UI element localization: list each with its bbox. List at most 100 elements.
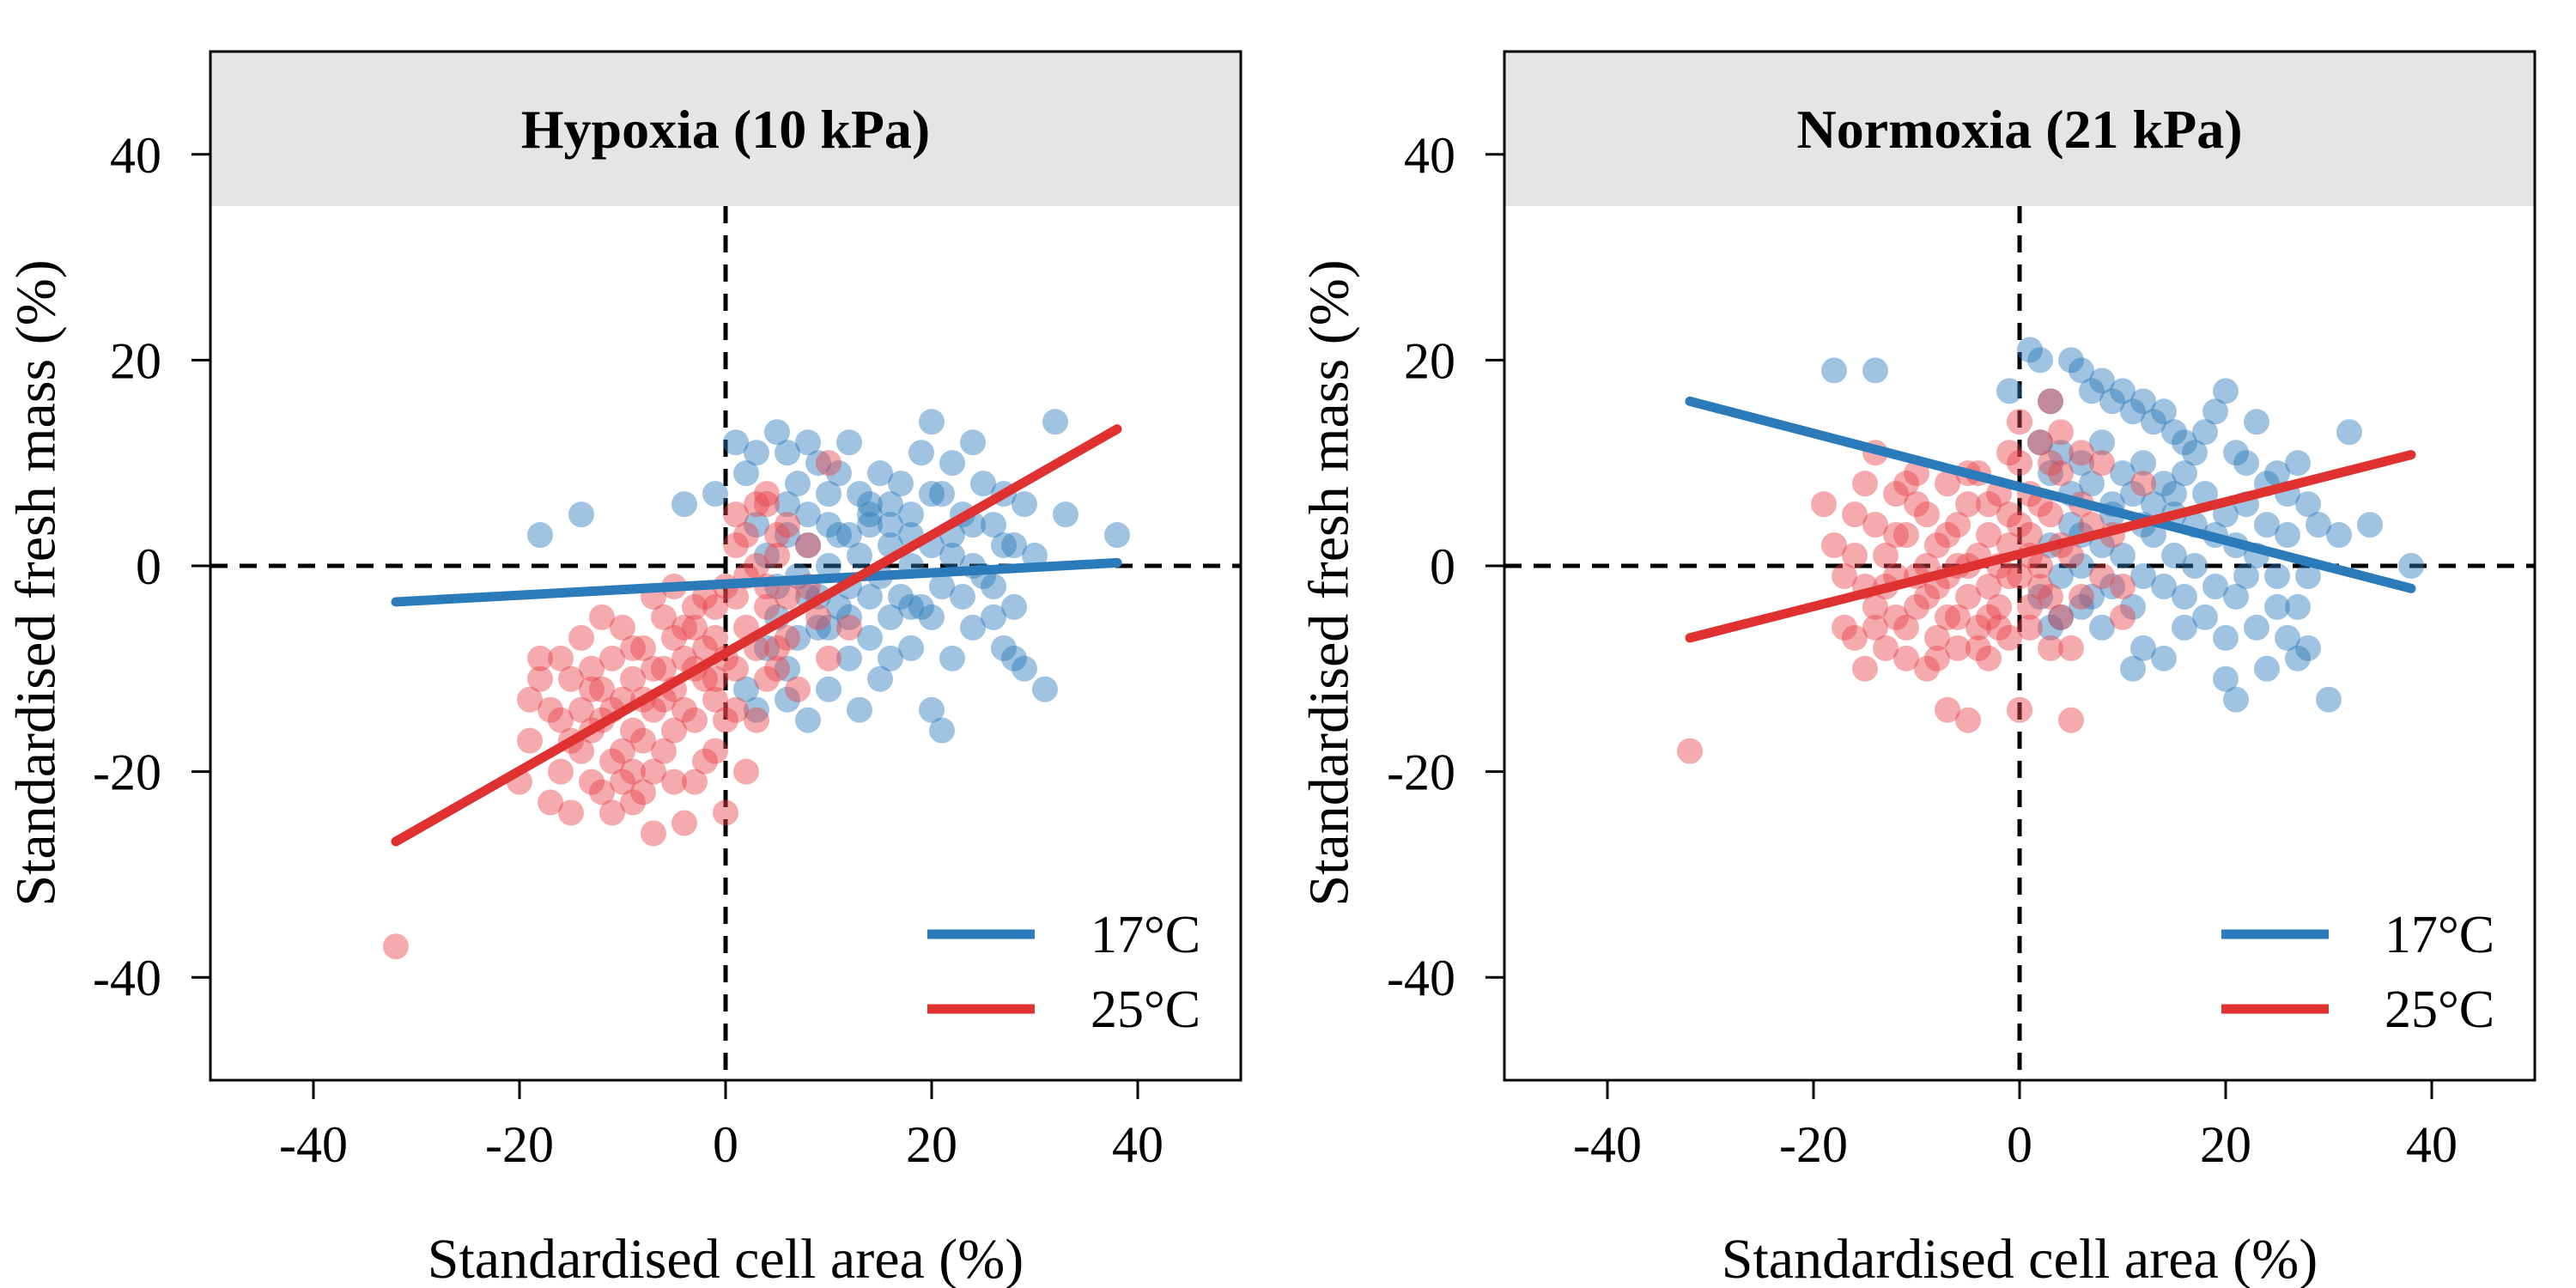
data-point	[682, 593, 708, 620]
data-point	[2285, 593, 2311, 620]
data-point	[775, 512, 800, 538]
data-point	[723, 501, 749, 528]
data-point	[2027, 429, 2053, 456]
data-point	[775, 491, 800, 518]
data-point	[1042, 409, 1068, 435]
data-point	[599, 748, 625, 775]
x-tick-label: 20	[2200, 1116, 2251, 1173]
data-point	[950, 583, 975, 610]
data-point	[795, 532, 821, 559]
data-point	[2079, 378, 2105, 404]
data-point	[2120, 481, 2146, 507]
data-point	[1935, 471, 1960, 497]
data-point	[2038, 614, 2063, 641]
data-point	[723, 696, 749, 723]
data-point	[723, 583, 749, 610]
data-point	[2038, 450, 2063, 477]
data-point	[836, 614, 862, 641]
data-point	[671, 645, 697, 671]
legend-label-25c: 25°C	[2385, 981, 2494, 1039]
data-point	[517, 727, 543, 754]
data-point	[775, 583, 800, 610]
data-point	[2264, 593, 2290, 620]
data-point	[2295, 491, 2321, 518]
y-tick-label: 40	[1404, 127, 1455, 184]
data-point	[2027, 429, 2053, 456]
data-point	[2027, 583, 2053, 610]
x-tick-label: -20	[485, 1116, 554, 1173]
data-point	[2141, 522, 2166, 549]
data-point	[527, 522, 553, 549]
data-point	[692, 635, 718, 661]
y-tick-label: 20	[110, 332, 161, 389]
data-point	[1976, 522, 2002, 549]
data-point	[1924, 532, 1950, 559]
data-point	[2089, 562, 2115, 589]
data-point	[2027, 553, 2053, 579]
data-point	[847, 543, 872, 569]
data-point	[692, 583, 718, 610]
data-point	[1832, 562, 1857, 589]
data-point	[857, 491, 883, 518]
panel-title: Normoxia (21 kPa)	[1796, 99, 2242, 160]
data-point	[641, 696, 666, 723]
data-point	[970, 471, 996, 497]
data-point	[1022, 543, 1048, 569]
data-point	[2038, 583, 2063, 610]
data-point	[2038, 388, 2063, 415]
data-point	[2069, 553, 2094, 579]
data-point	[702, 593, 728, 620]
data-point	[1893, 471, 1919, 497]
data-point	[981, 512, 1006, 538]
data-point	[744, 696, 769, 723]
data-point	[1001, 593, 1027, 620]
data-point	[754, 593, 780, 620]
legend-label-17c: 17°C	[1091, 906, 1200, 964]
data-point	[754, 635, 780, 661]
data-point	[702, 624, 728, 651]
y-tick-label: 20	[1404, 332, 1455, 389]
data-point	[775, 686, 800, 713]
data-point	[2110, 543, 2136, 569]
data-point	[723, 655, 749, 682]
data-point	[2233, 450, 2259, 477]
data-point	[2130, 450, 2156, 477]
data-point	[1842, 543, 1868, 569]
data-point	[1945, 604, 1971, 630]
fit-line-25c	[1685, 450, 2416, 643]
data-point	[1945, 512, 1971, 538]
y-tick-label: 40	[110, 127, 161, 184]
data-point	[816, 553, 841, 579]
data-point	[2027, 573, 2053, 599]
data-point	[2264, 562, 2290, 589]
data-point	[2192, 419, 2218, 446]
data-point	[805, 604, 831, 630]
data-point	[888, 471, 914, 497]
data-point	[2017, 337, 2043, 363]
data-point	[1996, 440, 2022, 466]
data-point	[630, 779, 656, 805]
data-point	[2223, 686, 2249, 713]
x-tick-label: -40	[1573, 1116, 1642, 1173]
data-point	[919, 604, 945, 630]
data-point	[641, 820, 666, 847]
data-point	[2285, 450, 2311, 477]
data-point	[795, 501, 821, 528]
data-point	[641, 655, 666, 682]
data-point	[2172, 583, 2197, 610]
data-point	[2295, 562, 2321, 589]
y-tick-label: -20	[93, 744, 161, 801]
data-point	[878, 604, 903, 630]
data-point	[1935, 522, 1960, 549]
data-point	[2048, 419, 2074, 446]
data-point	[1965, 614, 1991, 641]
data-point	[939, 543, 965, 569]
data-point	[836, 604, 862, 630]
data-point	[702, 481, 728, 507]
data-point	[1996, 501, 2022, 528]
data-point	[744, 707, 769, 733]
data-point	[713, 799, 738, 826]
data-point	[579, 655, 605, 682]
data-point	[1852, 655, 1878, 682]
data-point	[1862, 614, 1888, 641]
